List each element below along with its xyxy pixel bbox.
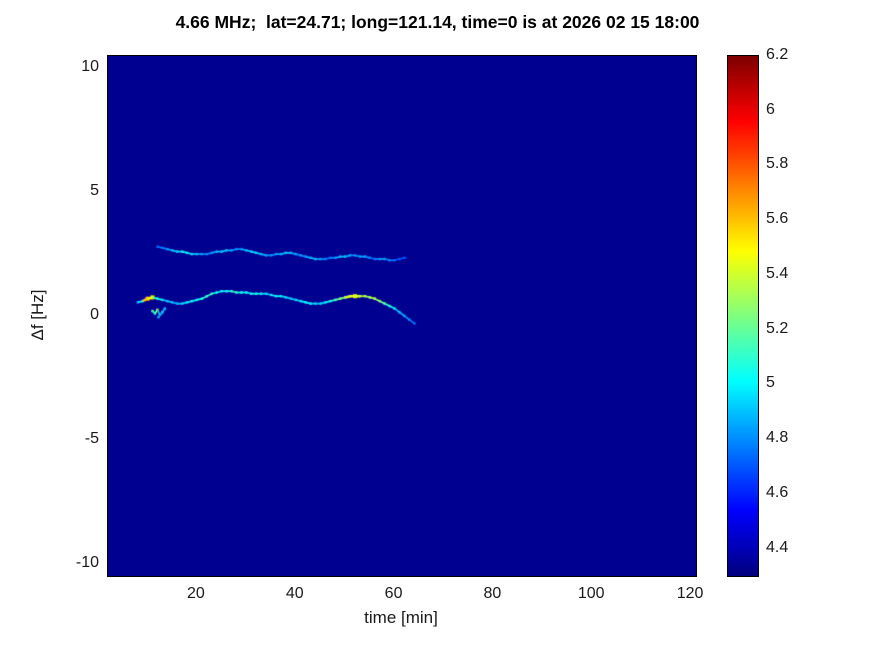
y-tick-label: -5 [84, 429, 99, 447]
y-tick-label: 10 [81, 58, 99, 76]
x-tick-label: 100 [577, 585, 605, 602]
spectrogram-heatmap [107, 55, 697, 577]
y-tick-label: -10 [75, 553, 99, 571]
colorbar-tick-label: 6.2 [766, 46, 789, 63]
y-tick-label: 0 [90, 306, 99, 323]
x-tick-label: 60 [384, 585, 403, 602]
colorbar-tick-label: 5 [766, 374, 775, 392]
chart-title: 4.66 MHz; lat=24.71; long=121.14, time=0… [175, 12, 700, 32]
colorbar-tick-label: 5.6 [766, 210, 789, 228]
colorbar-tick-label: 5.8 [766, 155, 789, 173]
y-tick-label: 5 [90, 182, 99, 200]
x-tick-label: 40 [285, 585, 304, 602]
colorbar-tick-label: 4.8 [766, 429, 789, 447]
x-tick-label: 120 [676, 585, 704, 602]
colorbar-tick-label: 4.6 [766, 483, 789, 501]
colorbar-tick-label: 4.4 [766, 538, 789, 556]
x-tick-label: 20 [187, 585, 205, 602]
colorbar-tick-label: 5.4 [766, 264, 789, 282]
colorbar-tick-label: 5.2 [766, 319, 789, 337]
colorbar-tick-label: 6 [766, 100, 775, 118]
colorbar [727, 55, 759, 577]
x-tick-label: 80 [483, 585, 502, 602]
x-axis-label: time [min] [364, 608, 438, 627]
